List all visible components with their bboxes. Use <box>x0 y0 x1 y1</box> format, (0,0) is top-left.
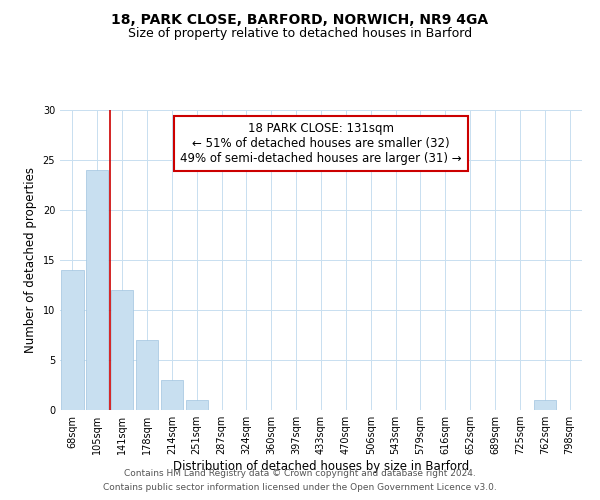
Text: Size of property relative to detached houses in Barford: Size of property relative to detached ho… <box>128 28 472 40</box>
Y-axis label: Number of detached properties: Number of detached properties <box>24 167 37 353</box>
Bar <box>185 400 208 410</box>
Bar <box>111 290 133 410</box>
Text: Contains HM Land Registry data © Crown copyright and database right 2024.: Contains HM Land Registry data © Crown c… <box>124 468 476 477</box>
Text: Contains public sector information licensed under the Open Government Licence v3: Contains public sector information licen… <box>103 484 497 492</box>
Bar <box>161 380 183 410</box>
Bar <box>136 340 158 410</box>
Text: 18, PARK CLOSE, BARFORD, NORWICH, NR9 4GA: 18, PARK CLOSE, BARFORD, NORWICH, NR9 4G… <box>112 12 488 26</box>
Bar <box>533 400 556 410</box>
Bar <box>61 270 83 410</box>
Bar <box>86 170 109 410</box>
Text: 18 PARK CLOSE: 131sqm
← 51% of detached houses are smaller (32)
49% of semi-deta: 18 PARK CLOSE: 131sqm ← 51% of detached … <box>180 122 462 165</box>
X-axis label: Distribution of detached houses by size in Barford: Distribution of detached houses by size … <box>173 460 469 473</box>
